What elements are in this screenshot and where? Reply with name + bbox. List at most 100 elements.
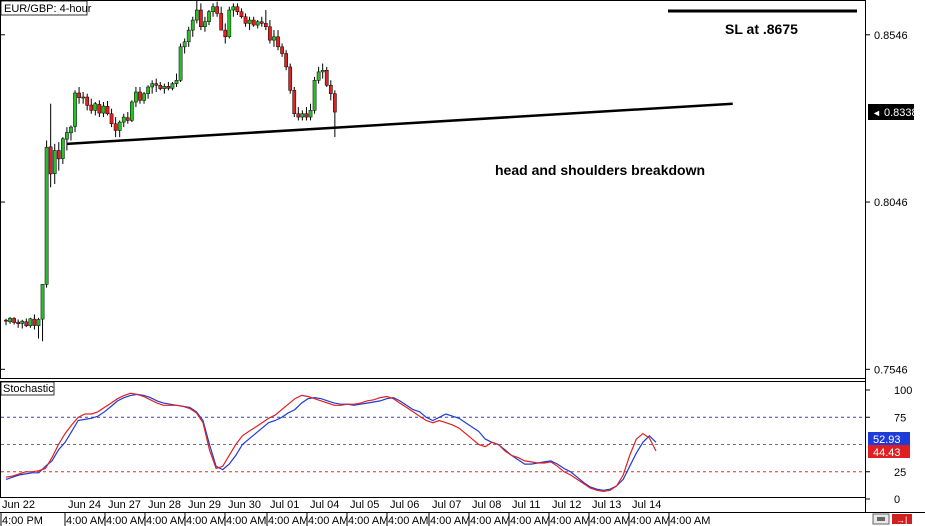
candle-body: [40, 284, 45, 320]
time-label: 4:00 AM: [470, 515, 510, 526]
date-label: Jun 27: [108, 499, 141, 511]
candle-body: [296, 113, 301, 118]
time-label: 4:00 AM: [226, 515, 266, 526]
symbol-label-box: [0, 0, 88, 16]
stop-loss-label: SL at .8675: [725, 21, 798, 37]
candle-body: [263, 23, 268, 28]
candle-body: [186, 29, 191, 43]
candle-body: [162, 86, 167, 89]
candle-body: [93, 103, 98, 111]
date-label: Jul 07: [432, 499, 461, 511]
candle-body: [44, 146, 49, 285]
candle-body: [312, 80, 317, 111]
date-label: Jul 14: [632, 499, 661, 511]
date-label: Jul 11: [512, 499, 541, 511]
candle-body: [73, 92, 77, 127]
candle-body: [97, 104, 102, 114]
candle-body: [288, 66, 293, 91]
stoch-k-line: [5, 393, 657, 491]
time-label: 4:00 AM: [186, 515, 226, 526]
candle-body: [324, 69, 329, 86]
candle-body: [32, 318, 37, 326]
candle-body: [138, 91, 142, 101]
candle-body: [199, 9, 203, 28]
candle-body: [20, 320, 25, 324]
candle-body: [259, 21, 264, 24]
candle-body: [227, 9, 232, 38]
stoch-tick-label: 0: [894, 494, 900, 506]
candle-body: [207, 11, 211, 22]
candle-body: [255, 21, 260, 26]
time-axis: Jun 22 Jun 24 Jun 27 Jun 28 Jun 29 Jun 30 Jul …: [0, 499, 710, 526]
date-label: Jun 30: [228, 499, 261, 511]
candle-body: [113, 123, 118, 131]
time-label: 4:00 AM: [146, 515, 186, 526]
candle-body: [166, 86, 171, 89]
candle-body: [125, 117, 130, 121]
stochastic-axis: 100 75 25 0: [865, 385, 912, 506]
candle-body: [56, 150, 61, 160]
time-label: 4:00 AM: [348, 515, 388, 526]
indicator-label-box: [0, 381, 55, 396]
candle-body: [8, 317, 12, 323]
candle-body: [109, 113, 114, 125]
candle-body: [243, 16, 248, 24]
time-label: 4:00 AM: [106, 515, 146, 526]
time-label: 4:00 AM: [66, 515, 106, 526]
candle-body: [190, 19, 195, 31]
trendline-layer: [66, 102, 733, 146]
candle-body: [292, 90, 297, 114]
stochastic-panel-frame: [0, 381, 866, 498]
stoch-k-badge: [868, 432, 910, 445]
candle-body: [142, 93, 146, 101]
candle-body: [12, 318, 16, 323]
date-label: Jul 08: [472, 499, 501, 511]
zoom-button-inner: [877, 517, 885, 521]
price-tick-label: 0.8046: [874, 197, 908, 209]
time-label: 4:00 AM: [630, 515, 670, 526]
current-price-label: 0.8338: [884, 107, 918, 119]
scroll-end-button[interactable]: [892, 514, 912, 524]
stoch-d-badge: [868, 445, 910, 458]
indicator-label: Stochastic: [3, 383, 54, 395]
candle-body: [328, 85, 333, 94]
candle-body: [276, 36, 280, 48]
date-label: Jun 28: [148, 499, 181, 511]
time-label: 4:00 AM: [268, 515, 308, 526]
candle-body: [239, 11, 244, 17]
candle-body: [24, 321, 29, 327]
stoch-tick-label: 25: [894, 467, 906, 479]
time-label: 4:00 AM: [670, 515, 710, 526]
candle-body: [60, 138, 65, 159]
candle-body: [215, 6, 219, 14]
time-label: 4:00 AM: [590, 515, 630, 526]
candle-body: [81, 96, 85, 99]
candle-body: [333, 93, 337, 113]
candle-body: [130, 101, 134, 121]
stoch-d-line: [5, 392, 657, 493]
neckline-trendline: [66, 102, 733, 146]
date-label: Jul 06: [390, 499, 419, 511]
candle-body: [4, 319, 8, 322]
date-label: Jun 29: [188, 499, 221, 511]
symbol-label: EUR/GBP: 4-hour: [4, 3, 92, 15]
candle-body: [280, 46, 284, 54]
candle-body: [304, 113, 309, 118]
candle-body: [48, 146, 53, 175]
price-tick-label: 0.7546: [874, 364, 908, 376]
candle-body: [170, 83, 175, 89]
candle-body: [178, 46, 183, 81]
time-label: 4:00 AM: [308, 515, 348, 526]
candle-body: [308, 110, 313, 118]
candle-body: [182, 41, 187, 48]
candle-body: [150, 83, 155, 88]
candle-body: [223, 29, 228, 38]
candle-body: [203, 21, 207, 28]
candle-body: [28, 318, 33, 327]
candle-body: [154, 83, 159, 86]
candle-body: [300, 113, 305, 118]
candle-body: [85, 96, 90, 106]
price-panel-frame: [0, 0, 866, 379]
stoch-tick-label: 100: [894, 385, 912, 397]
